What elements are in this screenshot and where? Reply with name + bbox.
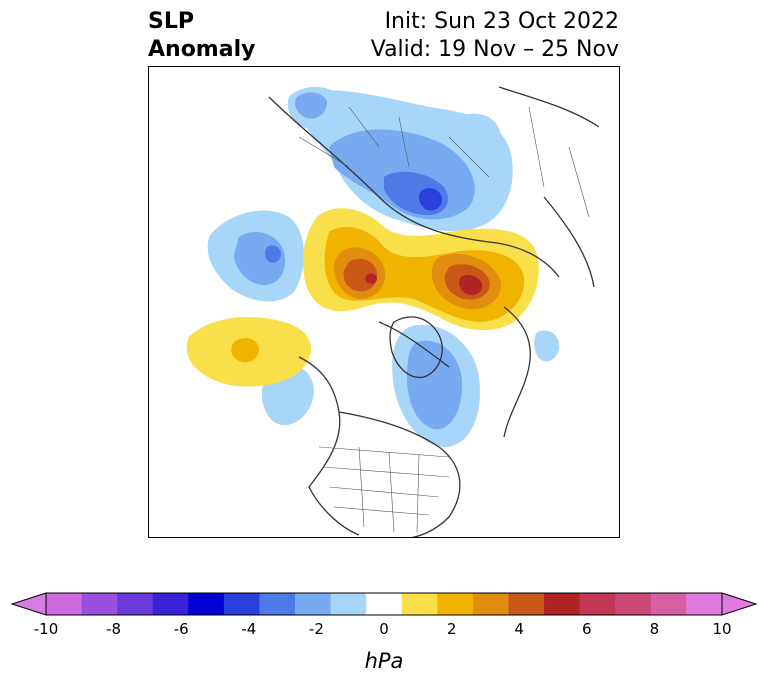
colorbar-tick-label: 8 <box>650 620 660 638</box>
init-time-label: Init: Sun 23 Oct 2022 <box>384 9 619 34</box>
colorbar-tick-label: 6 <box>582 620 592 638</box>
anomaly-region-arctic-high-core-east <box>459 274 483 295</box>
colorbar-tick-label: -8 <box>106 620 121 638</box>
coastline-asia-pacific <box>503 306 531 438</box>
anomaly-region-eurasia-low-core <box>418 188 442 211</box>
colorbar-tick-label: 0 <box>379 620 389 638</box>
colorbar-segment <box>544 593 581 615</box>
border-lines-eurasia <box>298 106 590 218</box>
anomaly-region-arctic-high-core-west <box>365 273 377 284</box>
colorbar-segment <box>188 593 225 615</box>
colorbar-segment <box>223 593 260 615</box>
colorbar-units-label: hPa <box>365 649 404 673</box>
colorbar-segment <box>508 593 545 615</box>
colorbar: -10 -8 -6 -4 -2 0 2 4 6 8 10 hPa <box>10 592 758 673</box>
colorbar-segment <box>615 593 652 615</box>
positive-anomaly-contours <box>186 208 539 387</box>
colorbar-extend-high <box>721 592 758 616</box>
colorbar-tick-label: 10 <box>712 620 731 638</box>
colorbar-segments <box>10 592 758 616</box>
anomaly-region-canada-low-mid <box>407 340 463 430</box>
slp-anomaly-map <box>186 86 600 537</box>
colorbar-ticks: -10 -8 -6 -4 -2 0 2 4 6 8 10 <box>34 620 732 638</box>
colorbar-segment <box>437 593 474 615</box>
colorbar-segment <box>686 593 723 615</box>
anomaly-region-asia-small-low-light <box>534 330 560 362</box>
colorbar-segment <box>295 593 332 615</box>
anomaly-region-siberia-low-light <box>447 113 501 162</box>
anomaly-region-scandinavia-low-mid <box>295 92 327 119</box>
colorbar-tick-label: -6 <box>174 620 189 638</box>
colorbar-tick-label: 2 <box>447 620 457 638</box>
colorbar-segment <box>579 593 616 615</box>
anomaly-region-atlantic-low-deep <box>264 245 281 263</box>
colorbar-segment <box>46 593 83 615</box>
colorbar-tick-label: -2 <box>309 620 324 638</box>
title-right: Init: Sun 23 Oct 2022 Valid: 19 Nov – 25… <box>371 8 619 64</box>
valid-time-label: Valid: 19 Nov – 25 Nov <box>370 37 619 62</box>
map-panel <box>148 66 620 538</box>
coastline-north-america <box>298 321 461 537</box>
colorbar-tick-label: -10 <box>34 620 59 638</box>
border-lines-us <box>318 446 450 533</box>
colorbar-segment <box>472 593 510 615</box>
coastline-eurasia <box>268 86 600 288</box>
colorbar-segment <box>152 593 189 615</box>
title-left: SLP Anomaly <box>148 8 255 64</box>
anomaly-region-atlantic-low-mid <box>234 232 286 286</box>
colorbar-segment <box>366 593 403 615</box>
colorbar-extend-low <box>10 592 47 616</box>
colorbar-tick-label: 4 <box>514 620 524 638</box>
colorbar-segment <box>117 593 154 615</box>
colorbar-segment <box>259 593 296 615</box>
colorbar-segment <box>330 593 367 615</box>
title-field-line2: Anomaly <box>148 37 256 62</box>
coastlines <box>268 86 600 537</box>
title-field-line1: SLP <box>148 9 194 34</box>
colorbar-outline <box>45 592 723 616</box>
anomaly-region-pacific-high-mid <box>231 337 259 363</box>
negative-anomaly-contours-deep <box>234 92 475 430</box>
colorbar-segment <box>81 593 118 615</box>
political-borders <box>298 106 590 533</box>
colorbar-tick-label: -4 <box>241 620 256 638</box>
colorbar-segment <box>401 593 438 615</box>
coastline-greenland <box>389 316 443 379</box>
colorbar-segment <box>650 593 687 615</box>
